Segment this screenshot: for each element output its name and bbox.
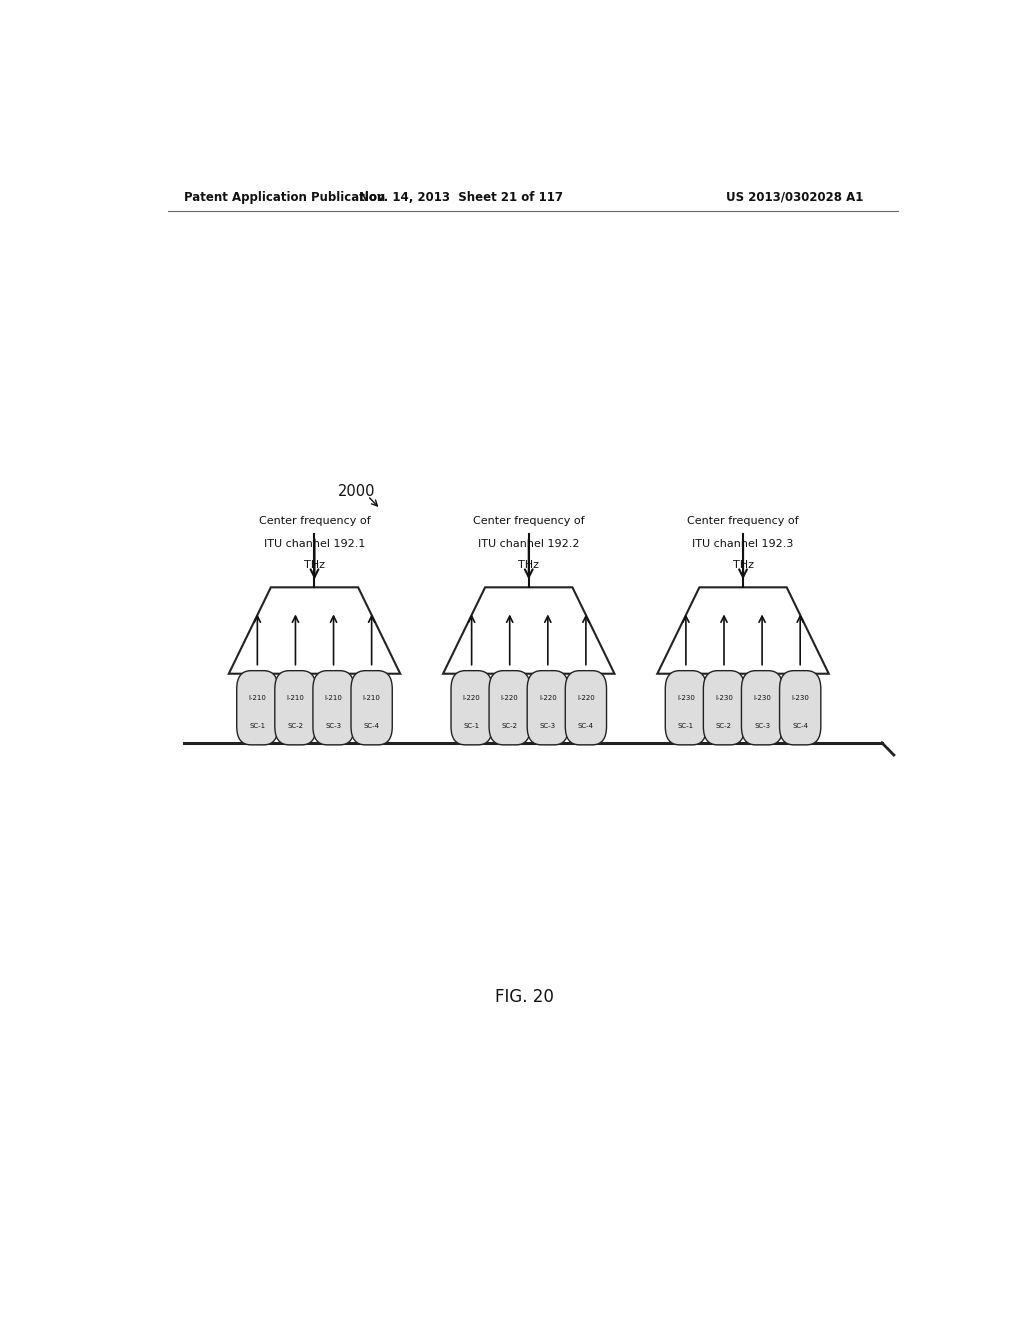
Text: SC-2: SC-2 (288, 722, 303, 729)
Text: Center frequency of: Center frequency of (687, 516, 799, 527)
Text: I-210: I-210 (249, 694, 266, 701)
Text: THz: THz (518, 560, 540, 570)
Text: ITU channel 192.2: ITU channel 192.2 (478, 539, 580, 549)
Text: SC-4: SC-4 (793, 722, 808, 729)
Text: ITU channel 192.3: ITU channel 192.3 (692, 539, 794, 549)
Text: I-230: I-230 (715, 694, 733, 701)
Text: I-230: I-230 (792, 694, 809, 701)
Text: SC-2: SC-2 (716, 722, 732, 729)
Text: I-210: I-210 (362, 694, 381, 701)
FancyBboxPatch shape (703, 671, 744, 744)
Text: Center frequency of: Center frequency of (259, 516, 371, 527)
FancyBboxPatch shape (313, 671, 354, 744)
Text: FIG. 20: FIG. 20 (496, 987, 554, 1006)
Text: I-210: I-210 (287, 694, 304, 701)
Text: I-220: I-220 (501, 694, 518, 701)
Polygon shape (657, 587, 828, 673)
Polygon shape (443, 587, 614, 673)
Text: SC-2: SC-2 (502, 722, 518, 729)
Text: I-230: I-230 (677, 694, 695, 701)
Text: US 2013/0302028 A1: US 2013/0302028 A1 (726, 191, 863, 203)
Text: SC-1: SC-1 (464, 722, 479, 729)
Text: Nov. 14, 2013  Sheet 21 of 117: Nov. 14, 2013 Sheet 21 of 117 (359, 191, 563, 203)
Text: I-220: I-220 (578, 694, 595, 701)
FancyBboxPatch shape (237, 671, 278, 744)
Text: I-220: I-220 (463, 694, 480, 701)
FancyBboxPatch shape (779, 671, 821, 744)
FancyBboxPatch shape (741, 671, 782, 744)
Polygon shape (228, 587, 400, 673)
FancyBboxPatch shape (489, 671, 530, 744)
Text: Center frequency of: Center frequency of (473, 516, 585, 527)
Text: SC-1: SC-1 (678, 722, 694, 729)
FancyBboxPatch shape (274, 671, 316, 744)
Text: SC-4: SC-4 (578, 722, 594, 729)
Text: I-220: I-220 (539, 694, 557, 701)
FancyBboxPatch shape (666, 671, 707, 744)
Text: THz: THz (732, 560, 754, 570)
Text: I-230: I-230 (753, 694, 771, 701)
Text: SC-3: SC-3 (754, 722, 770, 729)
Text: SC-4: SC-4 (364, 722, 380, 729)
Text: SC-1: SC-1 (249, 722, 265, 729)
FancyBboxPatch shape (451, 671, 493, 744)
Text: SC-3: SC-3 (326, 722, 342, 729)
FancyBboxPatch shape (527, 671, 568, 744)
Text: I-210: I-210 (325, 694, 342, 701)
FancyBboxPatch shape (351, 671, 392, 744)
Text: SC-3: SC-3 (540, 722, 556, 729)
Text: 2000: 2000 (338, 484, 376, 499)
Text: THz: THz (304, 560, 325, 570)
Text: Patent Application Publication: Patent Application Publication (183, 191, 385, 203)
Text: ITU channel 192.1: ITU channel 192.1 (264, 539, 366, 549)
FancyBboxPatch shape (565, 671, 606, 744)
